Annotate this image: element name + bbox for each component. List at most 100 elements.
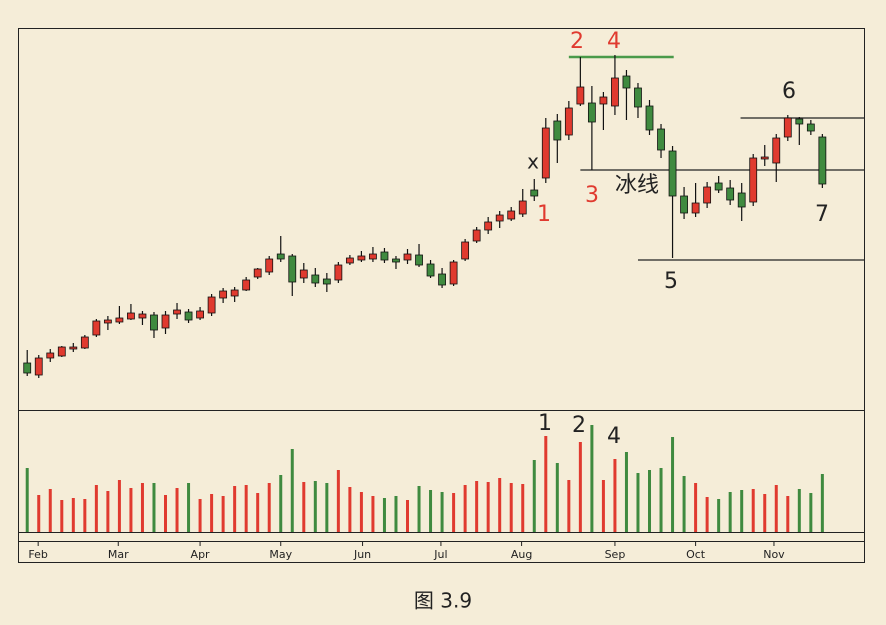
candle-body bbox=[92, 320, 101, 336]
volume-bar bbox=[636, 473, 640, 532]
volume-bar bbox=[37, 495, 41, 532]
candle-body bbox=[345, 257, 354, 264]
candle-body bbox=[34, 357, 43, 376]
candle-body bbox=[311, 274, 320, 284]
candle-body bbox=[150, 314, 158, 331]
annotation: 冰线 bbox=[615, 173, 659, 198]
volume-bar bbox=[336, 470, 340, 532]
candle-body bbox=[173, 309, 181, 315]
candle-body bbox=[507, 210, 516, 220]
candle-body bbox=[680, 195, 688, 214]
annotation: 5 bbox=[664, 269, 678, 294]
annotation: 4 bbox=[607, 29, 621, 54]
volume-bar bbox=[325, 483, 329, 532]
annotation: 1 bbox=[538, 411, 552, 436]
candle-body bbox=[645, 105, 654, 131]
volume-bar bbox=[394, 496, 398, 532]
volume-bar bbox=[509, 483, 513, 532]
candle-body bbox=[103, 319, 112, 324]
annotation: x bbox=[527, 150, 539, 174]
volume-bar bbox=[440, 492, 444, 532]
candle-body bbox=[518, 200, 527, 215]
volume-bar bbox=[371, 496, 375, 532]
candle-body bbox=[196, 310, 204, 319]
volume-bar bbox=[463, 485, 467, 532]
volume-bar bbox=[498, 478, 502, 532]
candle-body bbox=[161, 314, 170, 329]
candle-body bbox=[541, 127, 550, 179]
volume-bar bbox=[809, 493, 813, 532]
candle-body bbox=[438, 273, 446, 286]
volume-bar bbox=[429, 490, 433, 532]
candle-body bbox=[219, 290, 228, 299]
volume-bar bbox=[175, 488, 179, 532]
annotation: 6 bbox=[782, 79, 796, 104]
volume-bar bbox=[152, 483, 156, 532]
candle-body bbox=[772, 137, 781, 164]
annotation: 1 bbox=[537, 202, 551, 227]
annotation: 2 bbox=[572, 413, 586, 438]
candle-body bbox=[691, 202, 700, 214]
volume-bar bbox=[659, 468, 663, 532]
x-tick-label: Mar bbox=[108, 548, 129, 561]
candle-body bbox=[80, 336, 89, 349]
candle-body bbox=[795, 118, 804, 125]
x-tick-label: May bbox=[269, 548, 292, 561]
volume-bar bbox=[233, 486, 237, 532]
volume-bar bbox=[486, 482, 490, 532]
volume-bar bbox=[717, 499, 721, 532]
volume-bar bbox=[820, 474, 824, 532]
volume-bar bbox=[740, 490, 744, 532]
volume-bar bbox=[244, 485, 248, 532]
candle-body bbox=[23, 362, 32, 374]
candle-body bbox=[484, 221, 493, 231]
volume-bar bbox=[452, 493, 456, 532]
volume-bar bbox=[774, 485, 778, 532]
candle-body bbox=[403, 253, 412, 261]
candle-body bbox=[818, 136, 827, 185]
candle-body bbox=[599, 96, 608, 105]
volume-bar bbox=[198, 499, 202, 532]
candle-body bbox=[611, 77, 619, 107]
volume-bar bbox=[728, 492, 732, 532]
volume-bar bbox=[60, 500, 64, 532]
candle-body bbox=[760, 156, 769, 160]
candle-body bbox=[46, 352, 55, 359]
candle-body bbox=[69, 346, 78, 350]
volume-bar bbox=[48, 489, 52, 532]
candle-body bbox=[587, 102, 596, 123]
candle-body bbox=[276, 253, 285, 260]
candle-body bbox=[426, 263, 435, 277]
candle-body bbox=[449, 261, 458, 285]
candle-body bbox=[288, 255, 297, 283]
volume-bar bbox=[417, 486, 421, 532]
volume-bar bbox=[140, 483, 144, 532]
candle-body bbox=[415, 254, 423, 266]
volume-bar bbox=[705, 497, 709, 532]
volume-bar bbox=[348, 487, 352, 532]
candle-body bbox=[553, 120, 562, 141]
candle-body bbox=[299, 269, 308, 279]
candle-body bbox=[115, 317, 124, 323]
volume-bar bbox=[382, 498, 386, 532]
candle-body bbox=[184, 311, 193, 321]
volume-bar bbox=[555, 463, 559, 532]
volume-bar bbox=[751, 489, 755, 532]
candle-body bbox=[57, 346, 66, 357]
volume-bar bbox=[187, 483, 191, 532]
candle-body bbox=[322, 278, 331, 285]
candle-body bbox=[265, 258, 274, 273]
candle-body bbox=[242, 279, 251, 291]
volume-bar bbox=[613, 459, 617, 532]
annotation: 2 bbox=[570, 29, 584, 54]
volume-bar bbox=[359, 492, 363, 532]
candle-body bbox=[380, 251, 389, 261]
volume-bar bbox=[221, 496, 225, 532]
volume-bar bbox=[302, 482, 306, 532]
volume-bar bbox=[129, 488, 133, 532]
volume-bar bbox=[567, 480, 571, 532]
candle-body bbox=[749, 157, 758, 203]
volume-bar bbox=[406, 500, 410, 532]
candle-body bbox=[634, 87, 642, 108]
